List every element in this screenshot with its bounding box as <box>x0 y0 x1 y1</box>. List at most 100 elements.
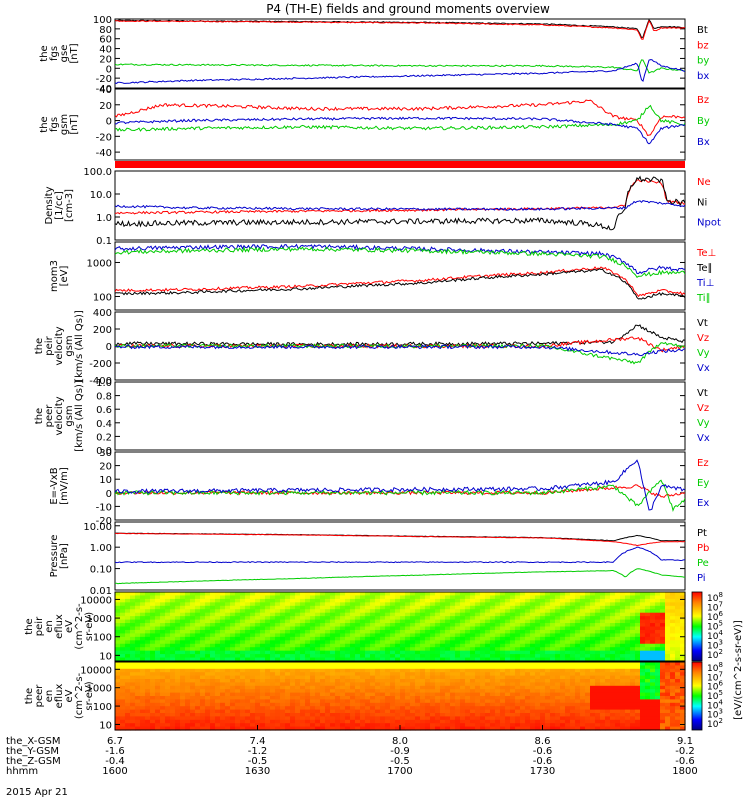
spectrogram-cell <box>285 679 291 683</box>
spectrogram-cell <box>135 709 141 714</box>
spectrogram-cell <box>395 609 401 614</box>
spectrogram-cell <box>505 689 511 694</box>
spectrogram-cell <box>185 726 191 731</box>
spectrogram-cell <box>680 682 686 687</box>
spectrogram-cell <box>260 592 266 597</box>
spectrogram-cell <box>675 636 681 641</box>
spectrogram-cell <box>640 665 646 670</box>
spectrogram-cell <box>170 696 176 700</box>
spectrogram-cell <box>485 647 491 652</box>
spectrogram-cell <box>575 689 581 694</box>
spectrogram-cell <box>610 609 616 614</box>
spectrogram-cell <box>650 692 656 697</box>
spectrogram-cell <box>645 692 651 697</box>
spectrogram-cell <box>250 699 256 704</box>
spectrogram-cell <box>650 682 656 687</box>
spectrogram-cell <box>195 702 201 707</box>
spectrogram-cell <box>200 592 206 597</box>
spectrogram-cell <box>490 640 496 645</box>
spectrogram-cell <box>115 605 121 610</box>
spectrogram-cell <box>125 616 131 621</box>
spectrogram-cell <box>560 609 566 614</box>
spectrogram-cell <box>600 623 606 628</box>
spectrogram-cell <box>255 709 261 714</box>
spectrogram-cell <box>480 636 486 641</box>
spectrogram-cell <box>475 716 481 721</box>
xaxis-row-value: -0.2 <box>675 746 695 757</box>
spectrogram-cell <box>400 723 406 728</box>
spectrogram-cell <box>240 672 246 677</box>
spectrogram-cell <box>360 716 366 721</box>
spectrogram-cell <box>230 723 236 728</box>
spectrogram-cell <box>435 699 441 704</box>
spectrogram-cell <box>385 592 391 597</box>
spectrogram-cell <box>665 636 671 641</box>
spectrogram-cell <box>360 616 366 621</box>
spectrogram-cell <box>155 616 161 621</box>
spectrogram-cell <box>365 706 371 711</box>
spectrogram-cell <box>565 662 571 666</box>
ytick-label: 0 <box>106 489 112 500</box>
spectrogram-cell <box>510 598 516 603</box>
spectrogram-cell <box>425 609 431 614</box>
spectrogram-cell <box>280 592 286 597</box>
spectrogram-cell <box>645 626 651 631</box>
spectrogram-cell <box>395 629 401 634</box>
spectrogram-cell <box>140 598 146 603</box>
spectrogram-cell <box>465 692 471 697</box>
spectrogram-cell <box>165 672 171 677</box>
ytick-label: 0.1 <box>96 236 112 247</box>
spectrogram-cell <box>390 692 396 697</box>
spectrogram-cell <box>555 657 561 662</box>
spectrogram-cell <box>275 605 281 610</box>
spectrogram-cell <box>400 685 406 690</box>
spectrogram-cell <box>350 619 356 624</box>
spectrogram-cell <box>600 723 606 728</box>
spectrogram-cell <box>320 657 326 662</box>
spectrogram-cell <box>165 716 171 721</box>
spectrogram-cell <box>390 702 396 707</box>
spectrogram-cell <box>490 605 496 610</box>
spectrogram-cell <box>140 679 146 683</box>
spectrogram-cell <box>485 685 491 690</box>
spectrogram-cell <box>230 650 236 655</box>
spectrogram-cell <box>575 633 581 638</box>
spectrogram-cell <box>675 706 681 711</box>
spectrogram-cell <box>345 612 351 617</box>
spectrogram-cell <box>225 623 231 628</box>
spectrogram-cell <box>345 689 351 694</box>
spectrogram-cell <box>465 650 471 655</box>
spectrogram-cell <box>265 605 271 610</box>
spectrogram-cell <box>680 595 686 600</box>
spectrogram-cell <box>325 675 331 680</box>
spectrogram-cell <box>670 706 676 711</box>
ytick-label: 100 <box>93 702 112 713</box>
spectrogram-cell <box>235 598 241 603</box>
spectrogram-cell <box>430 675 436 680</box>
spectrogram-cell <box>225 605 231 610</box>
spectrogram-cell <box>400 619 406 624</box>
spectrogram-cell <box>365 719 371 724</box>
xaxis-row-value: 7.4 <box>250 736 266 747</box>
spectrogram-cell <box>515 650 521 655</box>
spectrogram-cell <box>485 692 491 697</box>
ytick-label: 100 <box>93 633 112 644</box>
spectrogram-cell <box>130 675 136 680</box>
spectrogram-cell <box>230 623 236 628</box>
spectrogram-cell <box>180 619 186 624</box>
spectrogram-cell <box>115 668 121 673</box>
spectrogram-cell <box>575 605 581 610</box>
spectrogram-cell <box>605 629 611 634</box>
spectrogram-cell <box>405 633 411 638</box>
spectrogram-cell <box>650 702 656 707</box>
spectrogram-cell <box>330 619 336 624</box>
spectrogram-cell <box>305 619 311 624</box>
spectrogram-cell <box>595 675 601 680</box>
spectrogram-cell <box>600 675 606 680</box>
spectrogram-cell <box>520 592 526 597</box>
spectrogram-cell <box>630 643 636 648</box>
spectrogram-cell <box>275 612 281 617</box>
spectrogram-cell <box>260 647 266 652</box>
spectrogram-cell <box>520 679 526 683</box>
spectrogram-cell <box>400 706 406 711</box>
